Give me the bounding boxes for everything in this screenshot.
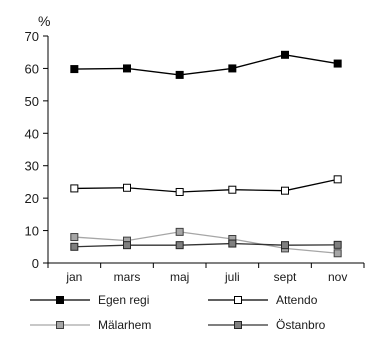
- data-point-series-2: [281, 186, 289, 195]
- data-point-series-2: [70, 184, 79, 193]
- data-point-series-3: [175, 227, 184, 236]
- legend-marker-4: [234, 321, 242, 329]
- data-point-series-2: [333, 175, 342, 184]
- data-point-series-1: [281, 50, 289, 59]
- data-point-series-4: [281, 241, 289, 250]
- y-tick-label: 20: [25, 191, 39, 206]
- y-tick-label: 50: [25, 94, 39, 109]
- y-unit-label: %: [38, 13, 50, 29]
- y-tick-label: 10: [25, 224, 39, 239]
- data-point-series-2: [123, 183, 131, 192]
- data-point-series-4: [333, 240, 342, 249]
- data-point-series-2: [228, 185, 237, 194]
- data-point-series-4: [70, 242, 79, 251]
- data-point-series-1: [333, 59, 342, 68]
- data-point-series-2: [175, 187, 184, 196]
- y-tick-label: 60: [25, 61, 39, 76]
- x-tick-label: sept: [274, 270, 297, 284]
- y-tick-label: 0: [32, 256, 39, 271]
- data-point-series-1: [175, 70, 184, 79]
- x-tick-label: nov: [328, 270, 347, 284]
- x-tick-label: mars: [114, 270, 141, 284]
- data-point-series-1: [70, 65, 79, 74]
- x-tick-label: juli: [224, 270, 240, 284]
- data-point-series-3: [333, 249, 342, 258]
- legend-label-3: Mälarhem: [98, 318, 151, 332]
- data-point-series-1: [123, 64, 131, 73]
- legend-label-1: Egen regi: [98, 293, 149, 307]
- data-point-series-4: [123, 241, 131, 250]
- data-point-series-4: [175, 241, 184, 250]
- x-tick-label: maj: [170, 270, 189, 284]
- legend-marker-1: [56, 296, 64, 304]
- y-tick-label: 40: [25, 126, 39, 141]
- data-point-series-3: [70, 233, 79, 242]
- legend-label-4: Östanbro: [276, 318, 326, 332]
- y-tick-label: 30: [25, 159, 39, 174]
- series-line-1: [74, 54, 338, 76]
- y-tick-label: 70: [25, 29, 39, 44]
- x-tick-label: jan: [65, 270, 82, 284]
- series-line-4: [74, 242, 338, 248]
- legend-label-2: Attendo: [276, 293, 318, 307]
- legend-marker-2: [234, 296, 242, 304]
- data-point-series-4: [228, 239, 237, 248]
- series-line-3: [74, 231, 338, 254]
- data-point-series-1: [228, 64, 237, 73]
- series-line-2: [74, 178, 338, 193]
- legend-marker-3: [56, 321, 64, 329]
